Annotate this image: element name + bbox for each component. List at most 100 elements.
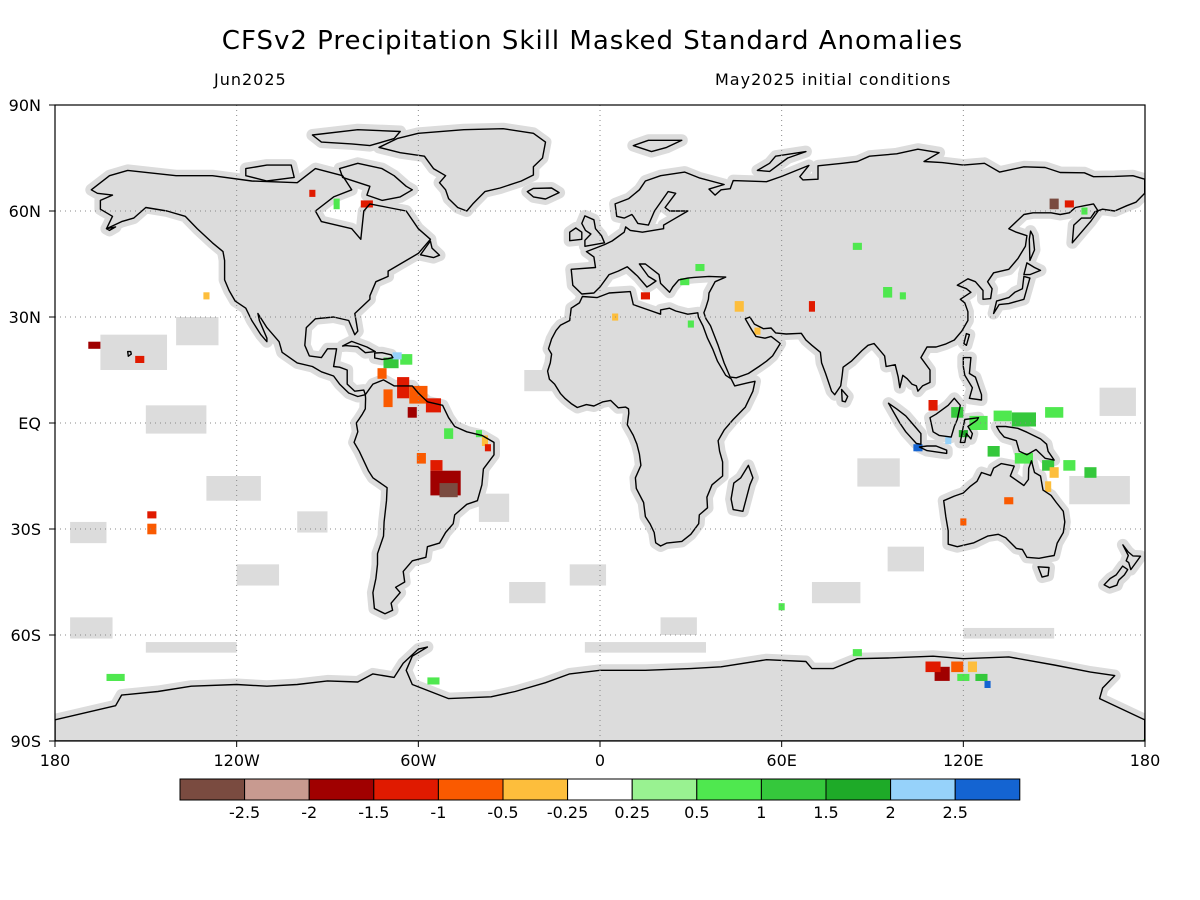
coastline-great-britain bbox=[581, 215, 606, 248]
colorbar-label: -0.25 bbox=[547, 803, 588, 822]
coastline-victoria-island bbox=[245, 164, 295, 182]
anomaly-cell bbox=[416, 453, 426, 464]
anomaly-cell bbox=[993, 410, 1012, 422]
coastline-eurasia bbox=[570, 148, 1145, 396]
coastline-layer bbox=[55, 127, 1145, 741]
anomaly-cell bbox=[734, 301, 744, 312]
anomaly-cell bbox=[957, 673, 970, 681]
ocean-mask-patch bbox=[584, 642, 706, 653]
anomaly-cell bbox=[135, 355, 145, 363]
lon-tick-label: 120W bbox=[213, 751, 260, 770]
coastline-new-zealand-south bbox=[1103, 565, 1129, 589]
ocean-mask-patch bbox=[145, 642, 237, 653]
anomaly-cell bbox=[333, 198, 340, 210]
colorbar-swatch bbox=[244, 778, 310, 801]
coastline-japan bbox=[992, 275, 1031, 315]
coastline-antarctica bbox=[55, 646, 1145, 741]
lon-axis: 180 120W 60W 0 60E 120E 180 bbox=[40, 741, 1160, 770]
anomaly-cell bbox=[1045, 481, 1052, 492]
coastline-ireland bbox=[569, 227, 583, 242]
anomaly-cell bbox=[397, 377, 410, 399]
coastline-madagascar bbox=[730, 464, 754, 512]
ocean-mask-patch bbox=[811, 582, 861, 604]
ocean-mask-patch bbox=[569, 564, 607, 586]
anomaly-cell bbox=[425, 398, 441, 413]
anomaly-cell bbox=[407, 407, 417, 418]
coastline-sakhalin bbox=[1028, 230, 1036, 262]
colorbar-swatch bbox=[179, 778, 246, 801]
anomaly-cell bbox=[1084, 467, 1097, 478]
anomaly-cell bbox=[928, 400, 938, 411]
anomaly-cell bbox=[409, 385, 428, 404]
coastline-svalbard bbox=[632, 139, 683, 153]
colorbar-swatch bbox=[696, 778, 762, 801]
ocean-mask-patch bbox=[236, 564, 280, 586]
colorbar-swatch bbox=[890, 778, 956, 801]
anomaly-cell bbox=[1042, 460, 1055, 471]
coastline-ellesmere-island bbox=[311, 128, 401, 147]
colorbar-label: 1 bbox=[756, 803, 766, 822]
coastline-new-guinea bbox=[995, 425, 1055, 461]
anomaly-cell bbox=[481, 435, 488, 446]
colorbar-swatch bbox=[373, 778, 439, 801]
coastline-hokkaido bbox=[1023, 262, 1042, 276]
lon-tick-label: 60E bbox=[766, 751, 796, 770]
anomaly-cell bbox=[1064, 200, 1074, 208]
anomaly-cell bbox=[106, 673, 125, 681]
anomaly-cell bbox=[484, 444, 491, 452]
coastline-novaya-zemlya bbox=[756, 150, 807, 173]
coastline-sri-lanka bbox=[840, 388, 849, 403]
anomaly-cell bbox=[975, 673, 988, 681]
anomaly-cell bbox=[1004, 497, 1014, 505]
anomaly-cell bbox=[360, 200, 373, 208]
ocean-mask-patch bbox=[176, 317, 219, 346]
colorbar-label: 0.25 bbox=[614, 803, 650, 822]
colorbar-label: -0.5 bbox=[487, 803, 518, 822]
coastline-north-america bbox=[90, 167, 432, 398]
ocean-mask-patch bbox=[1069, 476, 1130, 505]
coastline-java bbox=[918, 445, 948, 455]
anomaly-cell bbox=[925, 661, 941, 673]
colorbar-label: 2.5 bbox=[942, 803, 967, 822]
lat-tick-label: 30N bbox=[9, 308, 41, 327]
colorbar-swatch bbox=[502, 778, 569, 801]
anomaly-cell bbox=[147, 511, 157, 519]
lat-tick-label: 60N bbox=[9, 202, 41, 221]
coastline-philippines bbox=[962, 356, 983, 401]
lat-tick-label: 60S bbox=[10, 626, 41, 645]
anomaly-cell bbox=[203, 292, 210, 300]
lon-tick-label: 0 bbox=[595, 751, 605, 770]
colorbar-swatch bbox=[825, 778, 892, 801]
anomaly-cell bbox=[695, 264, 705, 272]
lat-tick-label: EQ bbox=[18, 414, 41, 433]
anomaly-cell bbox=[967, 661, 977, 673]
colorbar-label: -1.5 bbox=[358, 803, 389, 822]
anomaly-cell bbox=[427, 677, 440, 685]
ocean-mask-patch bbox=[524, 370, 555, 392]
anomaly-cell bbox=[808, 301, 815, 312]
ocean-mask-patch bbox=[887, 546, 924, 572]
anomaly-cell bbox=[1063, 460, 1076, 471]
land-mask-ireland bbox=[563, 222, 588, 247]
lat-axis: 90N 60N 30N EQ 30S 60S 90S bbox=[9, 96, 55, 751]
anomaly-cell bbox=[883, 287, 893, 298]
initial-conditions-label: May2025 initial conditions bbox=[715, 70, 952, 89]
coastline-sulawesi bbox=[959, 417, 980, 444]
target-month-label: Jun2025 bbox=[214, 70, 287, 89]
colorbar-label: 1.5 bbox=[813, 803, 838, 822]
ocean-mask-patch bbox=[478, 493, 510, 522]
anomaly-cell bbox=[852, 242, 862, 250]
coastline-borneo bbox=[929, 397, 961, 438]
anomaly-cell bbox=[913, 444, 923, 452]
lon-tick-label: 180 bbox=[40, 751, 71, 770]
lat-tick-label: 30S bbox=[10, 520, 41, 539]
anomaly-cell bbox=[984, 680, 991, 688]
anomaly-cell bbox=[958, 430, 968, 438]
coastline-iceland bbox=[526, 187, 560, 200]
ocean-mask-patch bbox=[297, 511, 328, 533]
anomaly-cell bbox=[88, 341, 101, 349]
colorbar-swatch bbox=[631, 778, 698, 801]
ocean-mask-patch bbox=[70, 617, 113, 639]
colorbar: -2.5 -2 -1.5 -1 -0.5 -0.25 0.25 0.5 1 1.5 2 2.5 bbox=[179, 778, 1021, 822]
